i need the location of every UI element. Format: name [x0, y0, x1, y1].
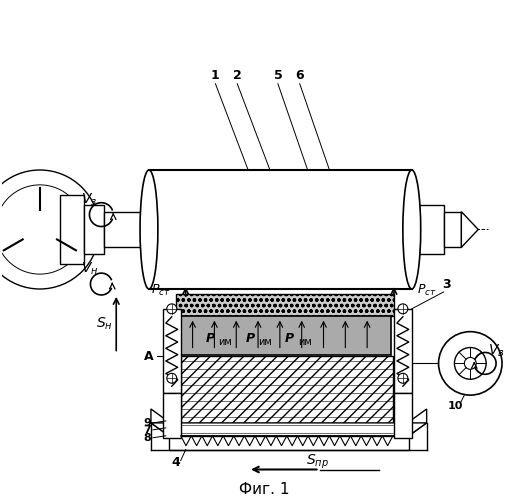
Text: $V_н$: $V_н$	[81, 261, 98, 278]
Text: 9: 9	[143, 418, 151, 428]
Bar	[181, 356, 393, 436]
Bar	[163, 393, 181, 438]
Bar	[419, 204, 443, 254]
Bar	[60, 195, 85, 264]
Circle shape	[454, 348, 486, 380]
Circle shape	[167, 304, 177, 314]
Text: им: им	[298, 336, 312, 346]
Text: 4: 4	[171, 456, 180, 469]
Bar	[443, 212, 461, 248]
Text: им: им	[218, 336, 232, 346]
Bar	[179, 316, 391, 356]
Circle shape	[398, 304, 408, 314]
Bar	[104, 212, 144, 248]
Polygon shape	[461, 212, 478, 248]
Text: 6: 6	[295, 70, 304, 82]
Text: Р: Р	[285, 332, 294, 345]
Polygon shape	[151, 423, 427, 436]
Ellipse shape	[140, 170, 158, 289]
Text: 3: 3	[442, 278, 451, 290]
Bar	[394, 393, 412, 438]
Circle shape	[439, 332, 502, 395]
Text: $S_н$: $S_н$	[96, 316, 113, 332]
Text: 8: 8	[143, 433, 151, 443]
Text: им: им	[258, 336, 272, 346]
Circle shape	[398, 374, 408, 383]
Text: 10: 10	[448, 401, 463, 411]
Text: 5: 5	[273, 70, 282, 82]
Text: А: А	[144, 350, 154, 363]
Polygon shape	[151, 409, 169, 436]
Text: $Р_{ст}$: $Р_{ст}$	[151, 282, 171, 298]
Text: Фиг. 1: Фиг. 1	[239, 482, 289, 497]
Polygon shape	[409, 409, 427, 436]
Text: 1: 1	[211, 70, 220, 82]
Circle shape	[464, 358, 476, 370]
Text: $V_з$: $V_з$	[81, 192, 97, 208]
Ellipse shape	[403, 170, 421, 289]
Bar	[394, 309, 412, 393]
Bar	[85, 204, 104, 254]
Bar	[149, 170, 412, 289]
Bar	[163, 309, 181, 393]
Text: Р: Р	[245, 332, 254, 345]
Text: 2: 2	[233, 70, 242, 82]
Circle shape	[0, 170, 99, 289]
Circle shape	[167, 374, 177, 383]
Text: Р: Р	[206, 332, 215, 345]
Circle shape	[0, 185, 85, 274]
Text: $V_в$: $V_в$	[488, 342, 505, 358]
Text: 7: 7	[143, 425, 151, 435]
Text: $Р_{ст}$: $Р_{ст}$	[417, 282, 436, 298]
Bar	[176, 294, 394, 316]
Text: $S_{пр}$: $S_{пр}$	[306, 452, 329, 470]
Bar	[169, 436, 409, 450]
